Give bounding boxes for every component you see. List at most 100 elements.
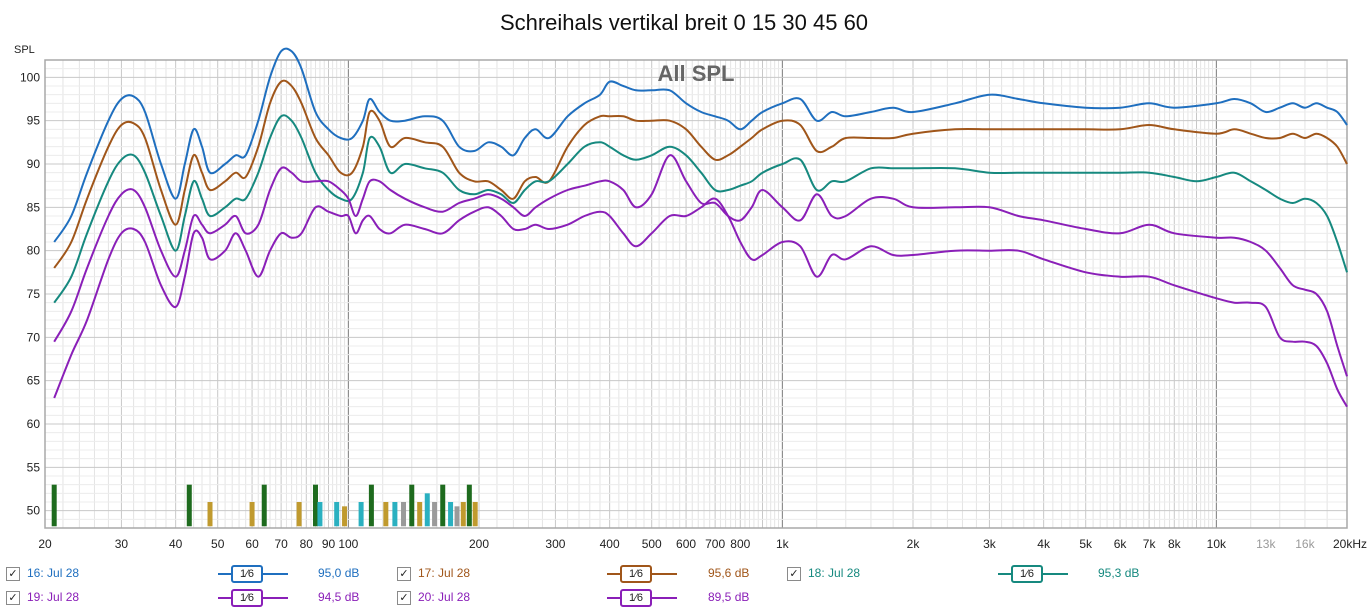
legend-checkbox[interactable]: ✓	[397, 591, 411, 605]
x-tick-label: 300	[545, 537, 565, 551]
y-tick-label: 85	[27, 200, 41, 214]
x-tick-label: 200	[469, 537, 489, 551]
legend-checkbox[interactable]: ✓	[6, 591, 20, 605]
smoothing-button-20[interactable]: 1⁄6	[607, 588, 677, 610]
series-line-17	[53, 79, 1348, 269]
chart-subtitle: All SPL	[657, 61, 734, 86]
marker-bar	[342, 506, 348, 527]
x-tick-label: 6k	[1114, 537, 1128, 551]
marker-bar	[466, 484, 472, 527]
smoothing-label: 1⁄6	[620, 589, 652, 607]
marker-bar	[186, 484, 192, 527]
y-tick-label: 60	[27, 417, 41, 431]
chart-title: Schreihals vertikal breit 0 15 30 45 60	[500, 10, 868, 35]
marker-bar	[401, 502, 407, 527]
marker-bar	[472, 502, 478, 527]
marker-bar	[249, 502, 255, 527]
x-tick-label: 70	[274, 537, 288, 551]
legend-checkbox[interactable]: ✓	[6, 567, 20, 581]
x-tick-label: 100	[338, 537, 358, 551]
x-tick-label: 7k	[1143, 537, 1157, 551]
smoothing-button-18[interactable]: 1⁄6	[998, 564, 1068, 586]
x-tick-label: 700	[705, 537, 725, 551]
y-tick-label: 50	[27, 504, 41, 518]
legend-label: 16: Jul 28	[27, 566, 80, 580]
marker-bar	[261, 484, 267, 527]
x-tick-label: 90	[322, 537, 336, 551]
smoothing-label: 1⁄6	[231, 565, 263, 583]
x-tick-label: 60	[245, 537, 259, 551]
legend-db-value: 89,5 dB	[708, 590, 750, 604]
legend-checkbox[interactable]: ✓	[397, 567, 411, 581]
x-tick-label: 800	[730, 537, 750, 551]
y-tick-label: 80	[27, 244, 41, 258]
marker-bar	[296, 502, 302, 527]
smoothing-label: 1⁄6	[620, 565, 652, 583]
x-tick-label: 600	[676, 537, 696, 551]
series-line-19	[53, 154, 1348, 377]
smoothing-button-17[interactable]: 1⁄6	[607, 564, 677, 586]
marker-bar	[334, 502, 340, 527]
y-axis-label: SPL	[14, 44, 35, 56]
x-tick-label: 20kHz	[1333, 537, 1367, 551]
x-tick-label: 30	[115, 537, 129, 551]
marker-bar	[207, 502, 213, 527]
y-tick-label: 70	[27, 330, 41, 344]
x-tick-label: 1k	[776, 537, 790, 551]
series-line-18	[53, 114, 1348, 304]
x-tick-label: 5k	[1079, 537, 1093, 551]
x-tick-label: 10k	[1207, 537, 1227, 551]
marker-bar	[448, 502, 454, 527]
x-tick-label: 20	[38, 537, 52, 551]
x-tick-label: 3k	[983, 537, 997, 551]
legend-db-value: 94,5 dB	[318, 590, 360, 604]
marker-bar	[368, 484, 374, 527]
marker-bar	[440, 484, 446, 527]
x-tick-label: 80	[300, 537, 314, 551]
marker-bar	[312, 484, 318, 527]
x-tick-label: 50	[211, 537, 225, 551]
marker-bar	[383, 502, 389, 527]
plot-frame	[44, 59, 1348, 529]
series-line-16	[53, 47, 1348, 243]
y-tick-label: 65	[27, 374, 41, 388]
legend-row-1: ✓ 16: Jul 28 1⁄6 95,0 dB ✓ 17: Jul 28 1⁄…	[0, 564, 1369, 586]
marker-bar	[424, 493, 430, 527]
x-tick-label: 400	[600, 537, 620, 551]
smoothing-button-16[interactable]: 1⁄6	[218, 564, 288, 586]
legend-db-value: 95,3 dB	[1098, 566, 1140, 580]
legend-checkbox[interactable]: ✓	[787, 567, 801, 581]
x-tick-label: 16k	[1295, 537, 1315, 551]
x-tick-label: 13k	[1256, 537, 1276, 551]
x-tick-label: 500	[642, 537, 662, 551]
legend-label: 19: Jul 28	[27, 590, 80, 604]
x-tick-label: 4k	[1037, 537, 1051, 551]
legend-db-value: 95,0 dB	[318, 566, 360, 580]
smoothing-label: 1⁄6	[1011, 565, 1043, 583]
legend-label: 17: Jul 28	[418, 566, 471, 580]
y-tick-label: 55	[27, 460, 41, 474]
smoothing-label: 1⁄6	[231, 589, 263, 607]
frequency-response-chart[interactable]: Schreihals vertikal breit 0 15 30 45 60 …	[0, 0, 1369, 560]
legend-db-value: 95,6 dB	[708, 566, 750, 580]
marker-bar	[454, 506, 460, 527]
marker-bar	[417, 502, 423, 527]
series-line-20	[53, 197, 1348, 408]
marker-bar	[358, 502, 364, 527]
x-tick-label: 40	[169, 537, 183, 551]
marker-bar	[409, 484, 415, 527]
x-tick-label: 8k	[1168, 537, 1182, 551]
legend-label: 20: Jul 28	[418, 590, 471, 604]
y-tick-label: 95	[27, 114, 41, 128]
y-tick-label: 100	[20, 70, 40, 84]
x-tick-label: 2k	[907, 537, 921, 551]
y-tick-label: 90	[27, 157, 41, 171]
legend-row-2: ✓ 19: Jul 28 1⁄6 94,5 dB ✓ 20: Jul 28 1⁄…	[0, 588, 1369, 610]
y-tick-label: 75	[27, 287, 41, 301]
legend-label: 18: Jul 28	[808, 566, 861, 580]
marker-bar	[51, 484, 57, 527]
marker-bar	[460, 502, 466, 527]
marker-bar	[432, 502, 438, 527]
smoothing-button-19[interactable]: 1⁄6	[218, 588, 288, 610]
marker-bar	[317, 502, 323, 527]
